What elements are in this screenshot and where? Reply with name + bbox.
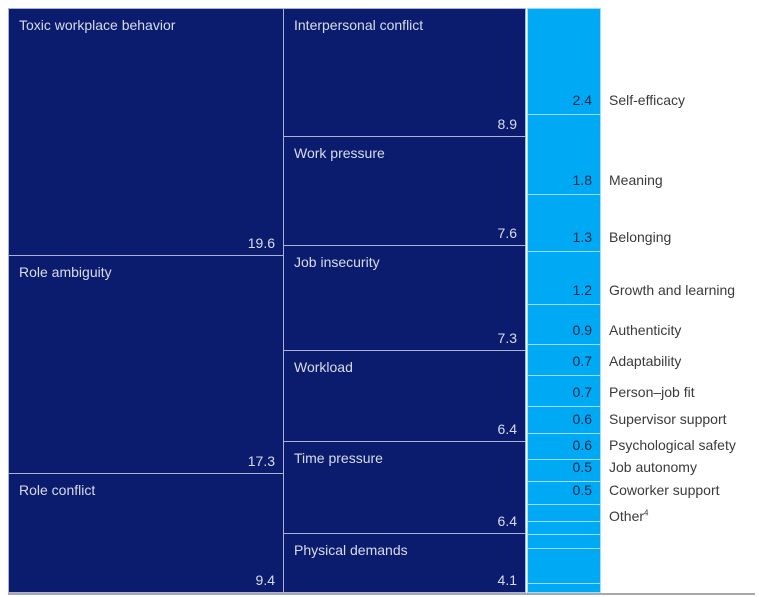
tile-value: 4.1 [497, 572, 517, 588]
tile-role-ambiguity: Role ambiguity 17.3 [8, 255, 284, 474]
tile-supervisor-support: 0.6 [527, 406, 601, 434]
tile-interpersonal-conflict: Interpersonal conflict 8.9 [283, 8, 526, 137]
tile-belonging: 1.3 [527, 194, 601, 252]
tile-value: 0.6 [572, 411, 592, 427]
tile-label: Interpersonal conflict [294, 17, 424, 33]
tile-person-job-fit: 0.7 [527, 375, 601, 407]
tile-label: Work pressure [294, 145, 385, 161]
other-label: Other [609, 508, 645, 524]
side-label-coworker-support: Coworker support [609, 482, 720, 498]
tile-meaning: 1.8 [527, 114, 601, 195]
tile-value: 0.9 [572, 322, 592, 338]
tile-value: 0.5 [572, 459, 592, 475]
tile-coworker-support: 0.5 [527, 481, 601, 505]
tile-label: Time pressure [294, 450, 383, 466]
side-label-person-job-fit: Person–job fit [609, 384, 695, 400]
footnote-marker: 4 [644, 508, 649, 518]
side-label-belonging: Belonging [609, 229, 672, 245]
side-label-psychological-safety: Psychological safety [609, 437, 736, 453]
tile-time-pressure: Time pressure 6.4 [283, 441, 526, 534]
side-label-growth-and-learning: Growth and learning [609, 282, 736, 298]
tile-physical-demands: Physical demands 4.1 [283, 533, 526, 593]
tile-value: 0.7 [572, 384, 592, 400]
side-label-job-autonomy: Job autonomy [609, 459, 697, 475]
tile-label: Role ambiguity [19, 264, 112, 280]
side-label-supervisor-support: Supervisor support [609, 411, 727, 427]
tile-value: 0.5 [572, 482, 592, 498]
tile-psychological-safety: 0.6 [527, 433, 601, 460]
tile-toxic-workplace-behavior: Toxic workplace behavior 19.6 [8, 8, 284, 256]
tile-other-slice [527, 521, 601, 535]
tile-growth-and-learning: 1.2 [527, 251, 601, 305]
tile-value: 7.6 [497, 225, 517, 241]
tile-label: Workload [294, 359, 353, 375]
tile-job-insecurity: Job insecurity 7.3 [283, 245, 526, 351]
tile-work-pressure: Work pressure 7.6 [283, 136, 526, 246]
tile-other-slice [527, 504, 601, 522]
side-label-self-efficacy: Self-efficacy [609, 92, 685, 108]
tile-value: 6.4 [497, 421, 517, 437]
tile-other-slice [527, 583, 601, 593]
tile-value: 8.9 [497, 116, 517, 132]
tile-workload: Workload 6.4 [283, 350, 526, 442]
tile-value: 1.3 [572, 229, 592, 245]
side-label-other: Other4 [609, 508, 648, 524]
tile-value: 0.7 [572, 353, 592, 369]
side-label-authenticity: Authenticity [609, 322, 682, 338]
tile-value: 9.4 [255, 572, 275, 588]
side-label-meaning: Meaning [609, 172, 663, 188]
tile-label: Job insecurity [294, 254, 380, 270]
tile-value: 6.4 [497, 513, 517, 529]
tile-label: Toxic workplace behavior [19, 17, 176, 33]
tile-adaptability: 0.7 [527, 344, 601, 376]
tile-job-autonomy: 0.5 [527, 459, 601, 482]
tile-role-conflict: Role conflict 9.4 [8, 473, 284, 593]
tile-other-slice [527, 534, 601, 549]
tile-value: 1.2 [572, 282, 592, 298]
tile-value: 19.6 [247, 235, 275, 251]
tile-value: 0.6 [572, 437, 592, 453]
tile-authenticity: 0.9 [527, 304, 601, 345]
tile-label: Role conflict [19, 482, 96, 498]
tile-label: Physical demands [294, 542, 408, 558]
tile-value: 1.8 [572, 172, 592, 188]
tile-value: 17.3 [247, 453, 275, 469]
side-label-adaptability: Adaptability [609, 353, 682, 369]
baseline-rule [8, 593, 755, 595]
tile-self-efficacy: 2.4 [527, 8, 601, 115]
tile-value: 2.4 [572, 92, 592, 108]
tile-value: 7.3 [497, 330, 517, 346]
tile-other-slice [527, 548, 601, 584]
